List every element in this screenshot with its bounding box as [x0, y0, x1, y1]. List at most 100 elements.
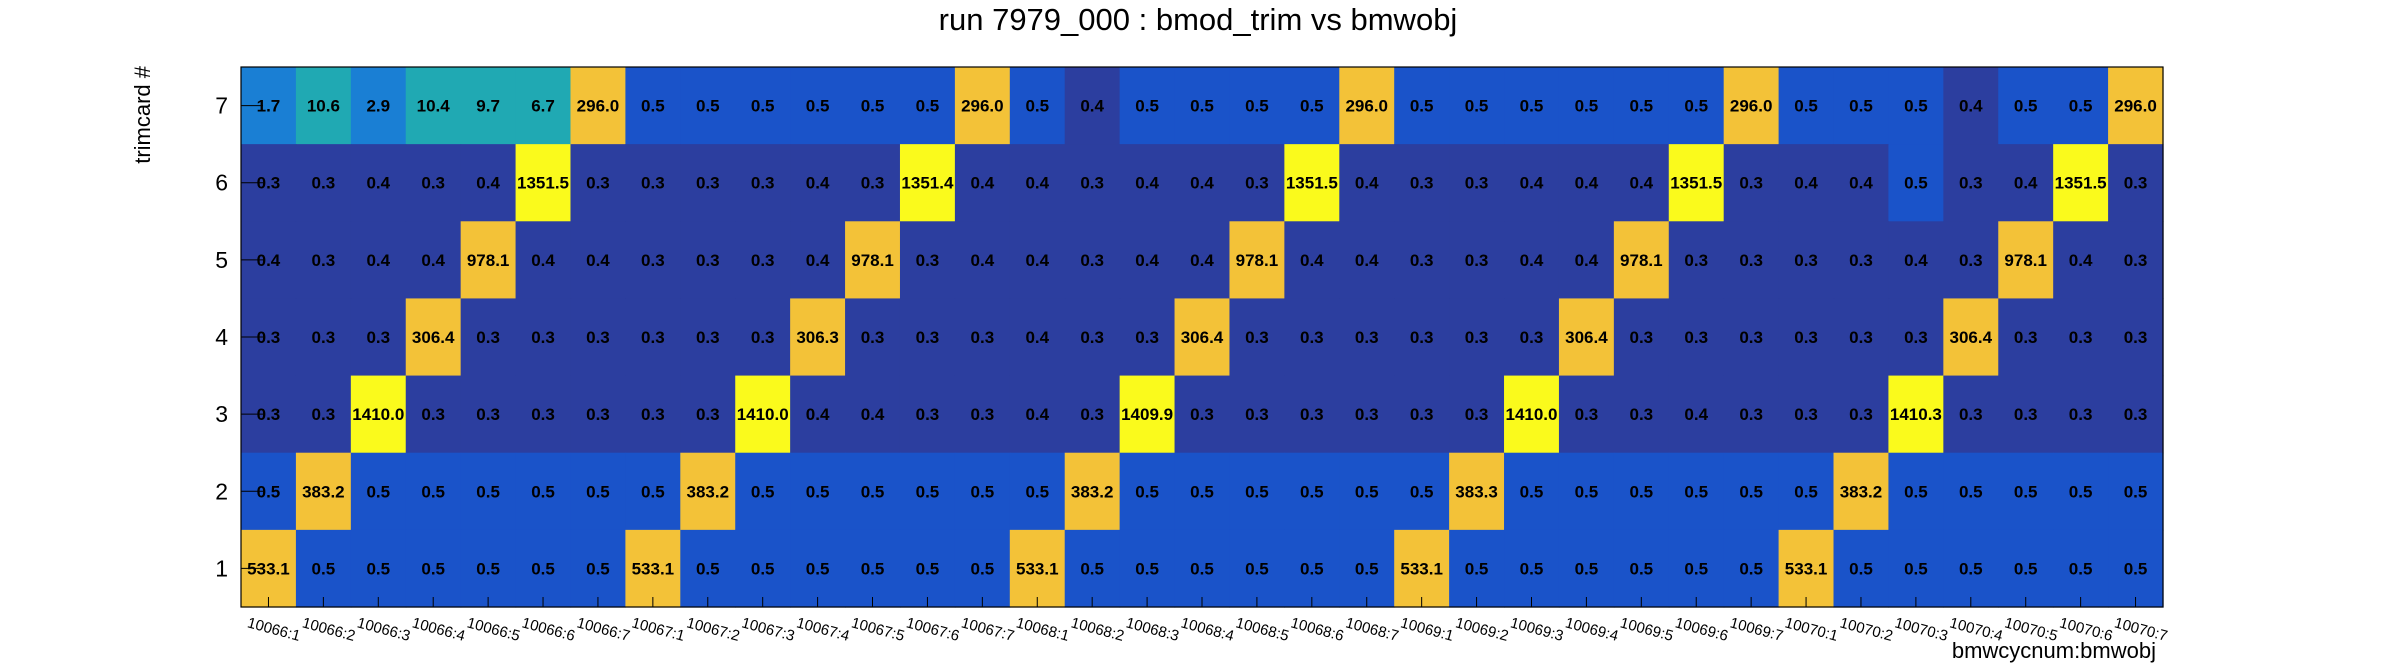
heatmap-cell [1613, 298, 1670, 377]
heatmap-cell [295, 298, 352, 377]
cell-value-label: 306.3 [796, 328, 839, 347]
x-tick-label: 10069:1 [1399, 614, 1456, 644]
heatmap-cell [460, 529, 517, 608]
heatmap-cell [1339, 298, 1395, 377]
cell-value-label: 0.3 [971, 328, 995, 347]
heatmap-cell [625, 221, 681, 300]
cell-value-label: 0.5 [1300, 97, 1324, 116]
cell-value-label: 0.4 [1959, 97, 1983, 116]
heatmap-cell [1723, 529, 1780, 608]
heatmap-cell [295, 144, 352, 222]
cell-value-label: 0.5 [531, 482, 555, 501]
cell-value-label: 0.3 [751, 328, 775, 347]
cell-value-label: 0.5 [751, 482, 775, 501]
x-tick-label: 10069:3 [1508, 614, 1565, 644]
cell-value-label: 0.5 [1629, 559, 1653, 578]
cell-value-label: 0.5 [1520, 559, 1544, 578]
cell-value-label: 0.5 [2124, 482, 2148, 501]
cell-value-label: 0.4 [861, 405, 885, 424]
heatmap-cell [1119, 452, 1176, 531]
cell-value-label: 0.3 [1575, 405, 1599, 424]
cell-value-label: 0.5 [1355, 482, 1379, 501]
x-tick-label: 10068:6 [1289, 614, 1346, 644]
heatmap-cell [1504, 298, 1560, 377]
heatmap-cell [1778, 452, 1835, 531]
cell-value-label: 0.3 [1410, 251, 1434, 270]
cell-value-label: 0.3 [1245, 405, 1269, 424]
cell-value-label: 0.5 [1575, 482, 1599, 501]
x-tick-label: 10067:4 [795, 614, 852, 644]
cell-value-label: 0.3 [1080, 328, 1104, 347]
cell-value-label: 6.7 [531, 97, 555, 116]
cell-value-label: 0.3 [366, 328, 390, 347]
x-tick-label: 10070:2 [1838, 614, 1895, 644]
cell-value-label: 0.4 [2014, 174, 2038, 193]
y-tick-labels: 7 6 5 4 3 2 1 [215, 93, 263, 581]
heatmap-cell [460, 144, 517, 222]
heatmap-cell [1229, 221, 1285, 300]
cell-value-label: 0.5 [1575, 97, 1599, 116]
x-tick-label: 10068:4 [1179, 614, 1236, 644]
cell-value-label: 0.5 [586, 482, 610, 501]
heatmap-cell [1009, 375, 1066, 454]
y-tick-label: 7 [215, 93, 228, 119]
cell-value-label: 0.3 [257, 405, 281, 424]
heatmap-cell [735, 144, 791, 222]
x-tick-label: 10068:3 [1124, 614, 1181, 644]
heatmap-cell [350, 67, 407, 145]
heatmap-cell [625, 529, 681, 608]
cell-value-label: 0.5 [2069, 482, 2093, 501]
heatmap-cell [790, 529, 846, 608]
cell-value-label: 0.4 [1520, 251, 1544, 270]
cell-value-label: 0.3 [476, 328, 500, 347]
heatmap-cell [1558, 529, 1615, 608]
cell-value-label: 0.3 [257, 174, 281, 193]
cell-value-label: 0.5 [1959, 482, 1983, 501]
cell-value-label: 0.3 [586, 174, 610, 193]
heatmap-cell [1943, 67, 1999, 145]
cell-value-label: 978.1 [2004, 251, 2047, 270]
heatmap-cell [1174, 375, 1231, 454]
heatmap-cell [680, 529, 736, 608]
heatmap-cell [625, 375, 681, 454]
heatmap-cell [625, 67, 681, 145]
heatmap-cell [1339, 67, 1395, 145]
cell-value-label: 0.5 [2069, 97, 2093, 116]
heatmap-cell [460, 221, 517, 300]
heatmap-cell [1339, 144, 1395, 222]
cell-value-label: 0.5 [2069, 559, 2093, 578]
heatmap-cell [1613, 67, 1670, 145]
heatmap-cell [1723, 221, 1780, 300]
x-tick-label: 10067:7 [959, 614, 1016, 644]
cell-value-label: 0.3 [1849, 328, 1873, 347]
cell-value-label: 0.3 [312, 405, 336, 424]
cell-value-label: 0.3 [257, 328, 281, 347]
cell-value-label: 0.5 [1410, 97, 1434, 116]
heatmap-cell [295, 67, 352, 145]
heatmap-cell [954, 221, 1011, 300]
cell-value-label: 0.3 [2069, 328, 2093, 347]
x-tick-label: 10066:5 [465, 614, 522, 644]
heatmap-cell [2108, 221, 2164, 300]
cell-value-label: 0.5 [1245, 97, 1269, 116]
cell-value-label: 0.5 [1025, 97, 1049, 116]
cell-value-label: 0.3 [1794, 405, 1818, 424]
heatmap-cell [680, 375, 736, 454]
x-tick-label: 10068:5 [1234, 614, 1291, 644]
heatmap-cell [680, 144, 736, 222]
heatmap-cell [680, 221, 736, 300]
x-tick-label: 10066:1 [245, 614, 302, 644]
cell-value-label: 0.3 [1739, 251, 1763, 270]
cell-value-label: 0.4 [1080, 97, 1104, 116]
heatmap-cell [350, 144, 407, 222]
heatmap-cell [405, 67, 462, 145]
cell-value-label: 1410.3 [1890, 405, 1942, 424]
cell-value-label: 0.4 [257, 251, 281, 270]
heatmap-cell [899, 375, 956, 454]
heatmap-cell [1668, 375, 1725, 454]
heatmap-cell [515, 298, 572, 377]
heatmap-cell [1888, 221, 1944, 300]
cell-value-label: 0.5 [2014, 559, 2038, 578]
heatmap-cell [1613, 221, 1670, 300]
heatmap-cell [954, 298, 1011, 377]
